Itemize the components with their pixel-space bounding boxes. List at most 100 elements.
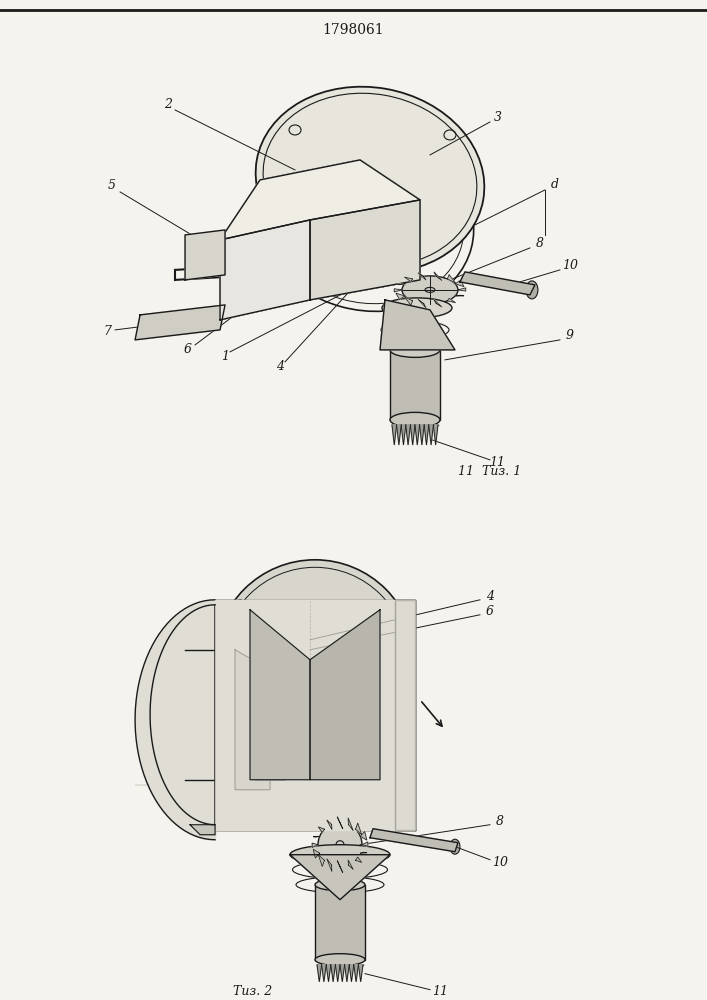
Text: d: d (551, 178, 559, 191)
Text: 11  Τиз. 1: 11 Τиз. 1 (458, 465, 522, 478)
Polygon shape (458, 288, 466, 291)
Ellipse shape (402, 276, 458, 304)
Polygon shape (185, 230, 225, 280)
Text: 2: 2 (164, 98, 172, 111)
Polygon shape (428, 425, 433, 445)
Polygon shape (322, 965, 326, 982)
Polygon shape (220, 220, 310, 320)
Polygon shape (395, 289, 402, 292)
Text: 4: 4 (276, 360, 284, 373)
Polygon shape (235, 650, 270, 790)
Text: 5: 5 (108, 179, 116, 192)
Text: Τиз. 2: Τиз. 2 (233, 985, 273, 998)
Polygon shape (356, 823, 362, 835)
Text: 10: 10 (562, 259, 578, 272)
Bar (215, 600, 415, 830)
Text: 3: 3 (494, 111, 502, 124)
Bar (390, 350, 440, 420)
Polygon shape (448, 298, 455, 303)
Polygon shape (396, 293, 404, 299)
Ellipse shape (450, 839, 460, 854)
Ellipse shape (337, 222, 412, 287)
Ellipse shape (390, 412, 440, 427)
Polygon shape (331, 965, 335, 982)
Ellipse shape (315, 954, 365, 966)
Text: 10: 10 (492, 856, 508, 869)
Polygon shape (397, 425, 401, 445)
Polygon shape (327, 820, 332, 829)
Polygon shape (362, 842, 368, 846)
Polygon shape (344, 965, 349, 982)
Polygon shape (415, 425, 419, 445)
Polygon shape (255, 650, 285, 780)
Polygon shape (250, 610, 310, 780)
Polygon shape (448, 275, 455, 283)
Polygon shape (418, 273, 426, 280)
Ellipse shape (390, 342, 440, 357)
Polygon shape (434, 272, 442, 280)
Polygon shape (434, 300, 442, 307)
Polygon shape (337, 817, 343, 829)
Text: 1: 1 (221, 350, 229, 363)
Polygon shape (215, 600, 415, 830)
Polygon shape (370, 829, 458, 852)
Ellipse shape (223, 227, 308, 302)
Ellipse shape (215, 560, 415, 760)
Polygon shape (349, 965, 354, 982)
Ellipse shape (256, 87, 484, 273)
Polygon shape (356, 857, 362, 862)
Ellipse shape (315, 879, 365, 891)
Polygon shape (310, 200, 420, 300)
Polygon shape (348, 818, 354, 831)
Polygon shape (312, 843, 318, 847)
Polygon shape (220, 160, 420, 240)
Ellipse shape (290, 845, 390, 865)
Polygon shape (404, 277, 412, 281)
Text: 4: 4 (486, 590, 494, 603)
Polygon shape (410, 425, 415, 445)
Polygon shape (424, 425, 428, 445)
Polygon shape (361, 832, 367, 840)
Polygon shape (335, 965, 340, 982)
Ellipse shape (526, 281, 538, 299)
Polygon shape (433, 425, 438, 445)
Ellipse shape (318, 823, 362, 867)
Text: 9: 9 (566, 329, 574, 342)
Polygon shape (337, 861, 343, 873)
Polygon shape (327, 859, 332, 871)
Polygon shape (354, 965, 358, 982)
Polygon shape (318, 855, 325, 866)
Polygon shape (310, 200, 420, 300)
Polygon shape (135, 305, 225, 340)
Text: 7: 7 (103, 325, 111, 338)
Polygon shape (310, 610, 380, 780)
Bar (215, 600, 415, 830)
Polygon shape (395, 600, 415, 830)
Text: 11: 11 (489, 456, 505, 469)
Text: 8: 8 (496, 815, 504, 828)
Polygon shape (392, 425, 397, 445)
Polygon shape (348, 860, 354, 869)
Polygon shape (340, 965, 344, 982)
Polygon shape (220, 220, 310, 320)
Polygon shape (358, 965, 363, 982)
Polygon shape (215, 600, 415, 830)
Polygon shape (380, 300, 455, 350)
Polygon shape (455, 280, 464, 287)
Polygon shape (419, 425, 424, 445)
Polygon shape (190, 825, 215, 835)
Polygon shape (326, 965, 331, 982)
Text: 1798061: 1798061 (322, 23, 384, 37)
Ellipse shape (382, 298, 452, 318)
Polygon shape (317, 965, 322, 982)
Polygon shape (220, 160, 420, 240)
Polygon shape (290, 855, 390, 900)
Polygon shape (313, 849, 320, 858)
Polygon shape (401, 425, 406, 445)
Polygon shape (318, 827, 325, 832)
Text: 8: 8 (536, 237, 544, 250)
Text: 6: 6 (486, 605, 494, 618)
Bar (315, 885, 365, 960)
Text: 6: 6 (184, 343, 192, 356)
Text: 11: 11 (432, 985, 448, 998)
